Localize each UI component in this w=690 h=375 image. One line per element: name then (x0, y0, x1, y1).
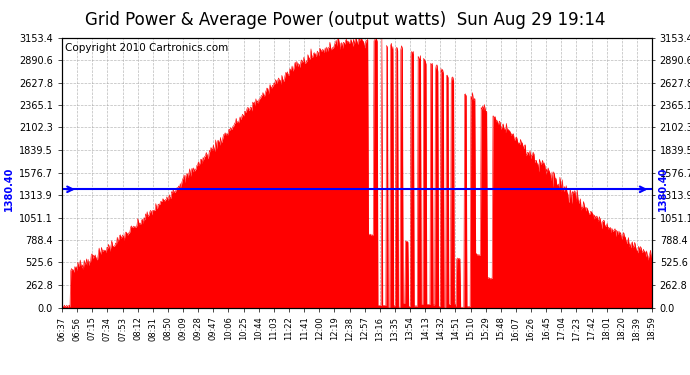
Text: 1380.40: 1380.40 (658, 167, 668, 211)
Text: Grid Power & Average Power (output watts)  Sun Aug 29 19:14: Grid Power & Average Power (output watts… (85, 11, 605, 29)
Text: 1380.40: 1380.40 (3, 167, 13, 211)
Text: Copyright 2010 Cartronics.com: Copyright 2010 Cartronics.com (65, 43, 228, 53)
